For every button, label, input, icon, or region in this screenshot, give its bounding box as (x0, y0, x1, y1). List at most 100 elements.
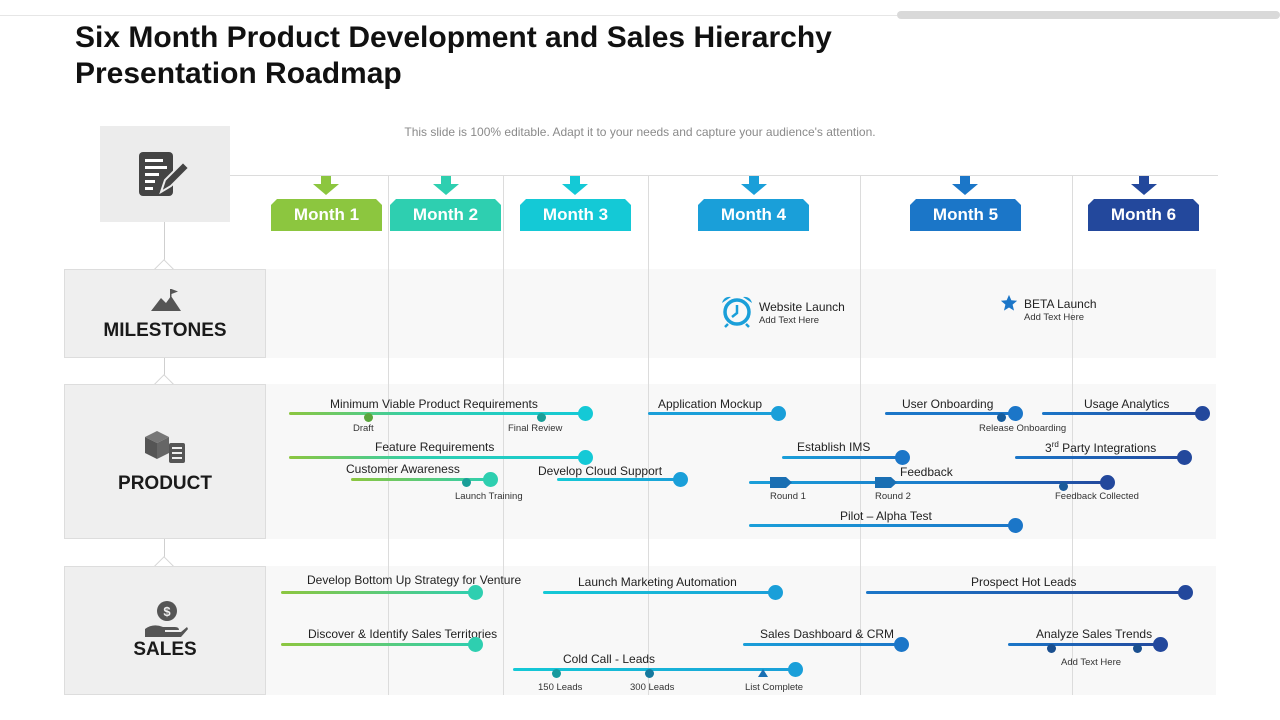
list-complete-marker (758, 669, 768, 677)
draft-label: Draft (353, 423, 374, 434)
analyze-sub-label: Add Text Here (1061, 657, 1122, 668)
document-edit-icon (139, 152, 191, 196)
pilot-bar (749, 524, 1015, 527)
third-party-label: 3rd Party Integrations (1045, 440, 1157, 455)
customer-awareness-label: Customer Awareness (346, 462, 460, 476)
month-1-arrow-icon (313, 176, 339, 195)
leads-150-marker (552, 669, 561, 678)
bottom-up-bar (281, 591, 476, 594)
develop-cloud-end-dot (673, 472, 688, 487)
document-icon-box (100, 126, 230, 222)
product-band (266, 384, 1216, 539)
prospect-label: Prospect Hot Leads (971, 575, 1077, 589)
leads-150-label: 150 Leads (538, 682, 583, 693)
discover-end-dot (468, 637, 483, 652)
mvp-label: Minimum Viable Product Requirements (330, 397, 538, 411)
launch-training-label: Launch Training (455, 491, 523, 502)
analyze-bar (1008, 643, 1161, 646)
website-launch-label: Website Launch (759, 300, 845, 314)
website-launch-sub: Add Text Here (759, 315, 820, 326)
application-mockup-label: Application Mockup (658, 397, 763, 411)
feedback-end-dot (1100, 475, 1115, 490)
round-1-label: Round 1 (770, 491, 806, 502)
discover-label: Discover & Identify Sales Territories (308, 627, 498, 641)
user-onboarding-end-dot (1008, 406, 1023, 421)
leads-300-label: 300 Leads (630, 682, 675, 693)
beta-launch-label: BETA Launch (1024, 297, 1097, 311)
alarm-clock-icon (722, 296, 752, 328)
bottom-up-label: Develop Bottom Up Strategy for Venture (307, 573, 522, 587)
establish-ims-bar (782, 456, 902, 459)
feedback-label: Feedback (900, 465, 953, 479)
feature-requirements-label: Feature Requirements (375, 440, 495, 454)
month-3-arrow-icon (562, 176, 588, 195)
analyze-end-dot (1153, 637, 1168, 652)
bottom-up-end-dot (468, 585, 483, 600)
feedback-collected-label: Feedback Collected (1055, 491, 1139, 502)
boxes-icon (145, 431, 185, 463)
grid-top-line (230, 175, 1218, 176)
product-label-box: PRODUCT (64, 384, 266, 539)
application-mockup-end-dot (771, 406, 786, 421)
month-5-header: Month 5 (910, 199, 1021, 231)
feature-requirements-end-dot (578, 450, 593, 465)
develop-cloud-label: Develop Cloud Support (538, 464, 663, 478)
customer-awareness-end-dot (483, 472, 498, 487)
cold-call-end-dot (788, 662, 803, 677)
analyze-marker (1047, 644, 1056, 653)
analyze-label: Analyze Sales Trends (1036, 627, 1153, 641)
mvp-bar (289, 412, 585, 415)
third-party-bar (1015, 456, 1185, 459)
release-onboarding-marker (997, 413, 1006, 422)
month-2-arrow-icon (433, 176, 459, 195)
top-scroll-bar (897, 11, 1280, 19)
draft-marker (364, 413, 373, 422)
mvp-end-dot (578, 406, 593, 421)
grid-divider (388, 175, 389, 695)
dashboard-bar (743, 643, 902, 646)
application-mockup-bar (648, 412, 778, 415)
milestones-label-box: MILESTONES (64, 269, 266, 358)
launch-marketing-bar (543, 591, 775, 594)
feedback-collected-marker (1059, 482, 1068, 491)
usage-analytics-label: Usage Analytics (1084, 397, 1170, 411)
pilot-label: Pilot – Alpha Test (840, 509, 932, 523)
prospect-end-dot (1178, 585, 1193, 600)
develop-cloud-bar (557, 478, 679, 481)
month-3-header: Month 3 (520, 199, 631, 231)
analyze-marker (1133, 644, 1142, 653)
feature-requirements-bar (289, 456, 585, 459)
prospect-bar (866, 591, 1186, 594)
launch-training-marker (462, 478, 471, 487)
launch-marketing-label: Launch Marketing Automation (578, 575, 737, 589)
establish-ims-label: Establish IMS (797, 440, 871, 454)
round-1-marker (770, 477, 792, 488)
beta-launch-sub: Add Text Here (1024, 312, 1085, 323)
month-1-header: Month 1 (271, 199, 382, 231)
pilot-end-dot (1008, 518, 1023, 533)
month-4-header: Month 4 (698, 199, 809, 231)
milestones-label: MILESTONES (103, 320, 227, 341)
leads-300-marker (645, 669, 654, 678)
customer-awareness-bar (351, 478, 489, 481)
sales-label: SALES (133, 639, 197, 660)
round-2-marker (875, 477, 897, 488)
top-rule (0, 15, 897, 16)
discover-bar (281, 643, 476, 646)
usage-analytics-bar (1042, 412, 1202, 415)
month-5-arrow-icon (952, 176, 978, 195)
dashboard-end-dot (894, 637, 909, 652)
product-label: PRODUCT (118, 473, 212, 494)
feedback-bar (749, 481, 1107, 484)
grid-divider (1072, 175, 1073, 695)
cold-call-label: Cold Call - Leads (563, 652, 656, 666)
sales-band (266, 566, 1216, 695)
month-4-arrow-icon (741, 176, 767, 195)
list-complete-label: List Complete (745, 682, 804, 693)
final-review-label: Final Review (508, 423, 563, 434)
grid-divider (503, 175, 504, 695)
establish-ims-end-dot (895, 450, 910, 465)
month-6-arrow-icon (1131, 176, 1157, 195)
user-onboarding-label: User Onboarding (902, 397, 994, 411)
subtitle: This slide is 100% editable. Adapt it to… (404, 125, 876, 139)
